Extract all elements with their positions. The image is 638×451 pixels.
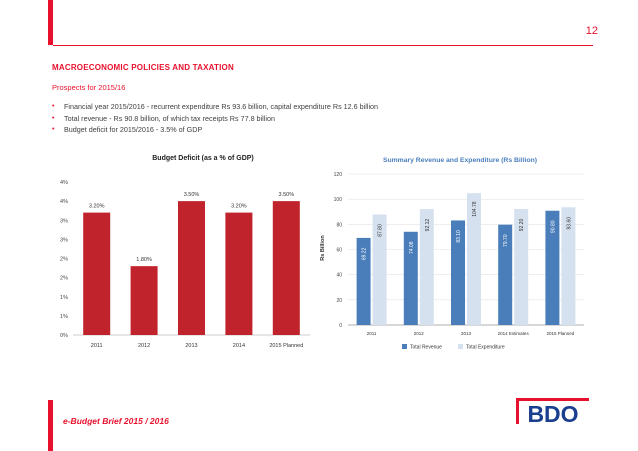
deficit-bar — [272, 201, 300, 335]
data-label: 92.12 — [425, 219, 431, 232]
deficit-bar — [83, 212, 111, 335]
data-label: 104.78 — [472, 201, 478, 217]
y-tick-label: 3% — [60, 237, 68, 243]
logo-text: BDO — [527, 401, 578, 426]
data-label: 3.50% — [278, 192, 294, 198]
x-tick-label: 2015 Planned — [269, 343, 303, 349]
x-tick-label: 2011 — [91, 343, 103, 349]
x-tick-label: 2012 — [414, 331, 425, 336]
deficit-bar — [225, 212, 253, 335]
revenue-bar — [403, 231, 418, 325]
data-label: 69.22 — [362, 247, 368, 260]
y-tick-label: 40 — [336, 273, 342, 279]
bullet-dot-icon: • — [52, 114, 55, 122]
revenue-bar — [545, 210, 560, 325]
data-label: 87.80 — [378, 224, 384, 237]
y-tick-label: 20 — [336, 298, 342, 304]
data-label: 90.80 — [550, 220, 556, 233]
bullet-item: • Total revenue - Rs 90.8 billion, of whi… — [52, 113, 378, 125]
revenue-bar — [498, 224, 513, 325]
bullet-list: • Financial year 2015/2016 - recurrent ex… — [52, 101, 378, 136]
top-accent-bar — [48, 0, 53, 45]
y-tick-label: 2% — [60, 276, 68, 282]
data-label: 3.20% — [89, 204, 105, 210]
legend-label: Total Expenditure — [466, 345, 505, 351]
revenue-bar — [356, 237, 371, 325]
y-tick-label: 60 — [336, 248, 342, 254]
data-label: 92.20 — [519, 219, 525, 232]
data-label: 83.10 — [456, 230, 462, 243]
bullet-dot-icon: • — [52, 126, 55, 133]
logo-red-bracket — [516, 398, 519, 424]
y-tick-label: 4% — [60, 199, 68, 205]
y-tick-label: 1% — [60, 314, 68, 320]
y-tick-label: 0% — [60, 333, 68, 339]
expenditure-bar — [561, 207, 576, 325]
y-axis-label: Rs Billion — [320, 235, 326, 261]
y-tick-label: 2% — [60, 257, 68, 263]
legend-swatch-revenue — [402, 344, 407, 349]
budget-deficit-chart: Budget Deficit (as a % of GDP) 0% 1% 1% 2% 2… — [60, 155, 310, 349]
x-tick-label: 2011 — [367, 331, 377, 336]
chart-title: Summary Revenue and Expenditure (Rs Bill… — [383, 157, 537, 164]
bullet-item: • Financial year 2015/2016 - recurrent ex… — [52, 101, 378, 113]
y-tick-label: 120 — [334, 172, 343, 178]
y-tick-label: 3% — [60, 218, 68, 224]
section-subtitle: Prospects for 2015/16 — [52, 83, 126, 92]
bullet-text: Financial year 2015/2016 - recurrent exp… — [64, 102, 379, 111]
x-tick-label: 2012 — [138, 343, 150, 349]
x-tick-label: 2015 Planned — [547, 331, 575, 336]
data-label: 1.80% — [136, 257, 152, 263]
bdo-logo: BDO — [516, 398, 589, 426]
y-tick-label: 4% — [60, 180, 68, 186]
data-label: 3.20% — [231, 204, 247, 210]
expenditure-bar — [372, 214, 387, 325]
expenditure-bar — [514, 208, 529, 325]
bullet-text: Budget deficit for 2015/2016 - 3.5% of G… — [64, 125, 203, 134]
x-tick-label: 2014 Estimates — [498, 331, 530, 336]
x-tick-label: 2014 — [233, 343, 245, 349]
section-title: MACROECONOMIC POLICIES AND TAXATION — [52, 63, 234, 72]
expenditure-bar — [419, 209, 434, 325]
y-tick-label: 80 — [336, 222, 342, 228]
revenue-expenditure-chart: Summary Revenue and Expenditure (Rs Bill… — [320, 157, 584, 351]
data-label: 79.70 — [503, 234, 509, 247]
expenditure-bar — [467, 193, 481, 325]
footer-title: e-Budget Brief 2015 / 2016 — [63, 416, 169, 426]
y-tick-label: 100 — [334, 197, 343, 203]
x-tick-label: 2013 — [185, 343, 197, 349]
data-label: 93.60 — [566, 217, 572, 230]
legend-swatch-expenditure — [458, 344, 463, 349]
y-tick-label: 0 — [339, 323, 342, 329]
data-label: 74.08 — [409, 241, 415, 254]
y-tick-label: 1% — [60, 295, 68, 301]
bullet-dot-icon: • — [52, 103, 55, 110]
legend-label: Total Revenue — [410, 345, 442, 351]
bottom-accent-bar — [48, 400, 53, 451]
revenue-bar — [451, 220, 465, 325]
bullet-text: Total revenue - Rs 90.8 billion, of whic… — [64, 113, 275, 123]
chart-title: Budget Deficit (as a % of GDP) — [152, 155, 254, 162]
header-rule — [53, 45, 593, 46]
deficit-bar — [178, 201, 205, 335]
page-number: 12 — [585, 25, 598, 37]
data-label: 3.50% — [184, 192, 200, 198]
deficit-bar — [130, 266, 158, 335]
x-tick-label: 2013 — [461, 331, 472, 336]
logo-red-stripe — [516, 398, 589, 401]
bullet-item: • Budget deficit for 2015/2016 - 3.5% of … — [52, 124, 378, 136]
